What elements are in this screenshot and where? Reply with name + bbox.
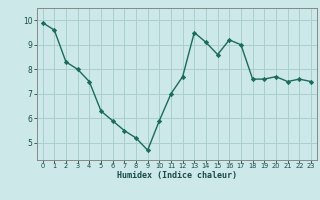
X-axis label: Humidex (Indice chaleur): Humidex (Indice chaleur) [117, 171, 237, 180]
